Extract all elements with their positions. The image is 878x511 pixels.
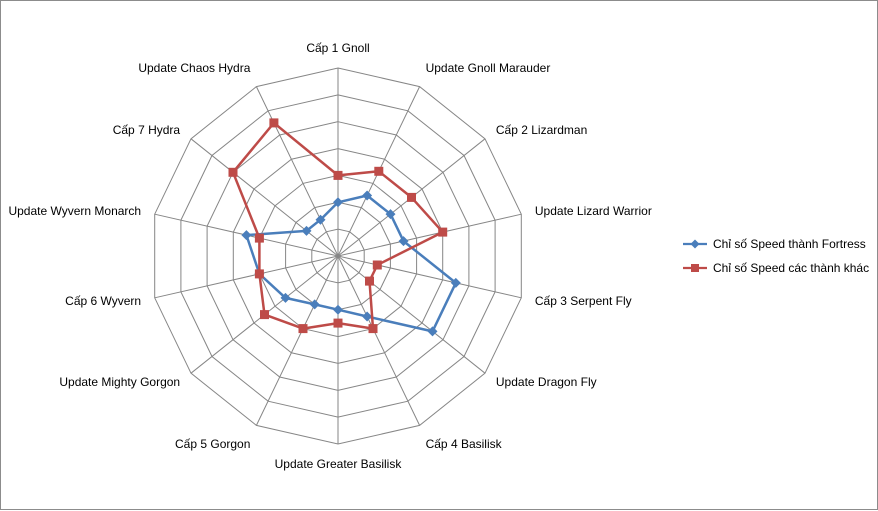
data-point <box>450 277 461 288</box>
data-point <box>298 324 308 334</box>
data-point <box>407 192 416 202</box>
data-point <box>362 311 373 322</box>
series-group <box>228 118 461 337</box>
data-point <box>309 299 320 310</box>
category-label: Update Gnoll Marauder <box>426 61 551 75</box>
grid-spoke <box>190 138 339 257</box>
data-point <box>374 166 384 176</box>
data-point <box>254 269 264 279</box>
category-label: Cấp 4 Basilisk <box>426 437 503 451</box>
category-label: Cấp 7 Hydra <box>113 123 181 137</box>
grid-spoke <box>337 255 486 374</box>
category-labels: Cấp 1 Gnoll Update Gnoll Marauder Cấp 2 Li… <box>8 41 651 471</box>
grid-spoke <box>255 255 339 426</box>
data-point <box>254 233 264 243</box>
category-label: Update Lizard Warrior <box>535 204 652 218</box>
category-label: Cấp 3 Serpent Fly <box>535 294 632 308</box>
data-point <box>385 209 396 220</box>
grid-spoke <box>337 213 522 257</box>
legend-label-fortress: Chỉ số Speed thành Fortress <box>713 237 866 251</box>
legend-label-other-towns: Chỉ số Speed các thành khác <box>713 261 869 275</box>
category-label: Cấp 1 Gnoll <box>306 41 369 55</box>
data-point <box>333 170 343 180</box>
data-point <box>368 324 378 334</box>
series-line <box>245 194 458 333</box>
data-point <box>398 236 409 247</box>
series-1 <box>228 118 448 334</box>
category-label: Update Wyvern Monarch <box>8 204 141 218</box>
data-point <box>365 276 374 286</box>
category-label: Update Mighty Gorgon <box>59 375 180 389</box>
data-point <box>333 197 343 208</box>
category-label: Cấp 5 Gorgon <box>175 437 250 451</box>
data-point <box>438 227 448 237</box>
data-point <box>333 304 343 315</box>
category-label: Cấp 6 Wyvern <box>65 294 141 308</box>
grid-spoke <box>154 255 339 299</box>
category-label: Update Dragon Fly <box>496 375 597 389</box>
legend-item-fortress: Chỉ số Speed thành Fortress <box>683 237 866 251</box>
legend-marker-fortress <box>690 239 700 249</box>
grid-spoke <box>255 86 339 257</box>
data-point <box>362 190 373 201</box>
data-point <box>228 167 238 177</box>
category-label: Update Chaos Hydra <box>138 61 250 75</box>
data-point <box>427 326 438 337</box>
grid-spoke <box>337 255 522 299</box>
data-point <box>315 214 326 225</box>
data-point <box>301 225 312 236</box>
data-point <box>241 230 252 241</box>
category-label: Cấp 2 Lizardman <box>496 123 587 137</box>
legend: Chỉ số Speed thành Fortress Chỉ số Speed… <box>683 237 869 275</box>
grid-spoke <box>337 255 421 426</box>
radar-grid <box>154 67 522 445</box>
series-0 <box>241 190 461 337</box>
category-label: Update Greater Basilisk <box>275 457 403 471</box>
legend-item-other-towns: Chỉ số Speed các thành khác <box>683 261 869 275</box>
data-point <box>260 310 269 320</box>
data-point <box>372 260 382 270</box>
legend-marker-other-towns <box>691 264 699 272</box>
data-point <box>269 118 279 128</box>
data-point <box>280 292 291 303</box>
data-point <box>333 318 343 328</box>
